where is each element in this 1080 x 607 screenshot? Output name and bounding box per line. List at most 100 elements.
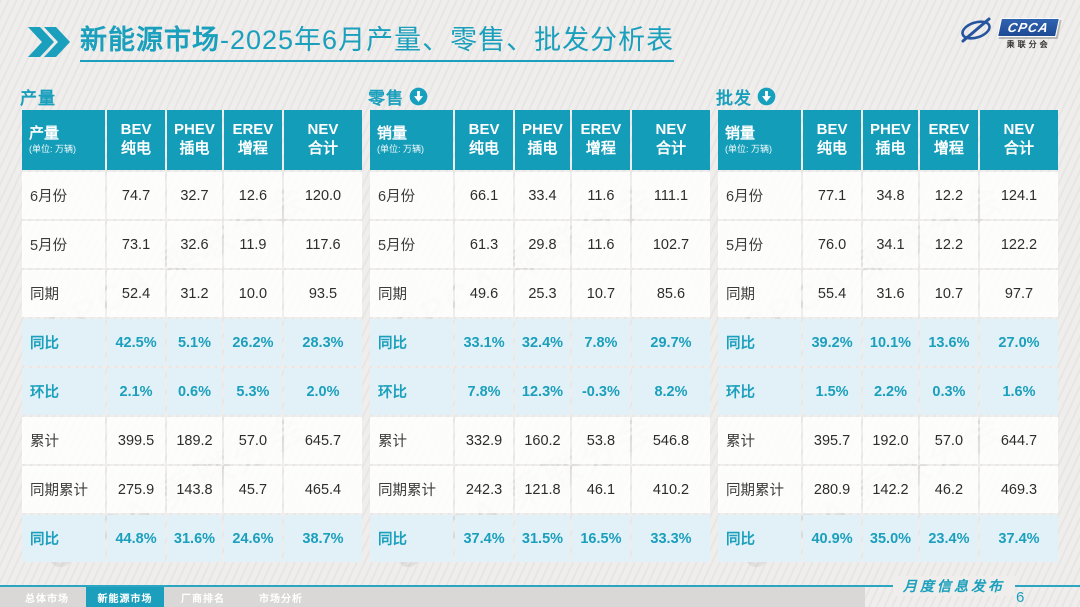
value-cell: 37.4%	[979, 515, 1058, 562]
column-header-line1: BEV	[468, 121, 500, 139]
footer-tab-bar: 总体市场 新能源市场 厂商排名 市场分析	[0, 587, 865, 607]
table-row: 同比 39.2% 10.1% 13.6% 27.0%	[718, 319, 1058, 366]
value-cell: 399.5	[107, 417, 166, 464]
corner-unit: (单位: 万辆)	[377, 143, 424, 154]
value-cell: 23.4%	[919, 515, 978, 562]
section-label: 零售	[368, 88, 404, 108]
value-cell: 31.6	[863, 270, 918, 317]
footer-divider	[0, 585, 1080, 587]
value-cell: 189.2	[167, 417, 222, 464]
value-cell: 40.9%	[803, 515, 862, 562]
value-cell: 7.8%	[455, 368, 514, 415]
value-cell: 7.8%	[571, 319, 630, 366]
row-label-cell: 5月份	[718, 221, 801, 268]
value-cell: 26.2%	[223, 319, 282, 366]
footer-tab[interactable]: 总体市场	[25, 593, 69, 605]
value-cell: 13.6%	[919, 319, 978, 366]
value-cell: 73.1	[107, 221, 166, 268]
row-label-cell: 5月份	[370, 221, 453, 268]
column-header-cell: EREV 增程	[223, 110, 282, 170]
value-cell: 10.0	[223, 270, 282, 317]
row-label-cell: 环比	[718, 368, 801, 415]
table-row: 环比 7.8% 12.3% -0.3% 8.2%	[370, 368, 710, 415]
table-row: 同比 44.8% 31.6% 24.6% 38.7%	[22, 515, 362, 562]
column-header-line1: PHEV	[174, 121, 215, 139]
column-header-cell: BEV 纯电	[107, 110, 166, 170]
corner-header-cell: 销量 (单位: 万辆)	[370, 110, 453, 170]
column-header-line2: 纯电	[817, 140, 848, 157]
value-cell: 29.8	[515, 221, 570, 268]
value-cell: 85.6	[631, 270, 710, 317]
value-cell: 645.7	[283, 417, 362, 464]
value-cell: 33.1%	[455, 319, 514, 366]
header-row: 产量 (单位: 万辆) BEV 纯电 PHEV 插电 EREV 增程 NEV 合计	[22, 110, 362, 170]
value-cell: 57.0	[919, 417, 978, 464]
footer-tab[interactable]: 市场分析	[259, 593, 303, 605]
value-cell: 1.5%	[803, 368, 862, 415]
column-header-line2: 插电	[179, 140, 210, 157]
footer-tab[interactable]: 新能源市场	[86, 587, 164, 607]
row-label-cell: 6月份	[22, 172, 105, 219]
row-label-cell: 同比	[718, 515, 801, 562]
cpca-logo-subtext: 乘联分会	[1006, 39, 1051, 49]
value-cell: 2.2%	[863, 368, 918, 415]
section-header-wholesale: 批发	[716, 84, 1060, 108]
column-header-cell: PHEV 插电	[167, 110, 222, 170]
table-row: 5月份 76.0 34.1 12.2 122.2	[718, 221, 1058, 268]
column-header-line1: NEV	[307, 121, 339, 139]
corner-unit: (单位: 万辆)	[29, 143, 76, 154]
value-cell: 97.7	[979, 270, 1058, 317]
value-cell: 10.7	[919, 270, 978, 317]
value-cell: 143.8	[167, 466, 222, 513]
row-label-cell: 累计	[370, 417, 453, 464]
column-header-line1: NEV	[655, 121, 687, 139]
table-section-wholesale: 批发CPCA 乘联分会CPCA 乘联分会销量(单位: 万辆)BEV纯电PHEV插…	[716, 84, 1060, 579]
value-cell: 16.5%	[571, 515, 630, 562]
value-cell: 117.6	[283, 221, 362, 268]
value-cell: 24.6%	[223, 515, 282, 562]
row-label-cell: 5月份	[22, 221, 105, 268]
value-cell: -0.3%	[571, 368, 630, 415]
value-cell: 410.2	[631, 466, 710, 513]
value-cell: 275.9	[107, 466, 166, 513]
value-cell: 93.5	[283, 270, 362, 317]
value-cell: 12.6	[223, 172, 282, 219]
table-row: 同期累计 242.3 121.8 46.1 410.2	[370, 466, 710, 513]
table-row: 同比 40.9% 35.0% 23.4% 37.4%	[718, 515, 1058, 562]
value-cell: 11.6	[571, 172, 630, 219]
value-cell: 8.2%	[631, 368, 710, 415]
cpca-swirl-icon	[958, 17, 994, 50]
corner-header-cell: 销量 (单位: 万辆)	[718, 110, 801, 170]
value-cell: 469.3	[979, 466, 1058, 513]
value-cell: 0.6%	[167, 368, 222, 415]
column-header-cell: NEV 合计	[631, 110, 710, 170]
column-header-line1: EREV	[580, 121, 622, 139]
table-row: 6月份 66.1 33.4 11.6 111.1	[370, 172, 710, 219]
footer-tab[interactable]: 厂商排名	[181, 593, 225, 605]
value-cell: 2.0%	[283, 368, 362, 415]
row-label-cell: 同比	[718, 319, 801, 366]
table-row: 同比 37.4% 31.5% 16.5% 33.3%	[370, 515, 710, 562]
row-label-cell: 同比	[22, 319, 105, 366]
row-label-cell: 同比	[370, 515, 453, 562]
table-row: 6月份 77.1 34.8 12.2 124.1	[718, 172, 1058, 219]
page-number: 6	[1016, 589, 1025, 606]
value-cell: 33.4	[515, 172, 570, 219]
value-cell: 31.5%	[515, 515, 570, 562]
value-cell: 160.2	[515, 417, 570, 464]
value-cell: 32.4%	[515, 319, 570, 366]
value-cell: 5.3%	[223, 368, 282, 415]
value-cell: 25.3	[515, 270, 570, 317]
value-cell: 395.7	[803, 417, 862, 464]
data-table-production: 产量 (单位: 万辆) BEV 纯电 PHEV 插电 EREV 增程 NEV 合计 6月份 74.7 3…	[20, 108, 364, 564]
table-row: 6月份 74.7 32.7 12.6 120.0	[22, 172, 362, 219]
value-cell: 44.8%	[107, 515, 166, 562]
value-cell: 465.4	[283, 466, 362, 513]
value-cell: 49.6	[455, 270, 514, 317]
value-cell: 10.7	[571, 270, 630, 317]
header-row: 销量 (单位: 万辆) BEV 纯电 PHEV 插电 EREV 增程 NEV 合计	[718, 110, 1058, 170]
column-header-line1: BEV	[120, 121, 152, 139]
corner-header-cell: 产量 (单位: 万辆)	[22, 110, 105, 170]
